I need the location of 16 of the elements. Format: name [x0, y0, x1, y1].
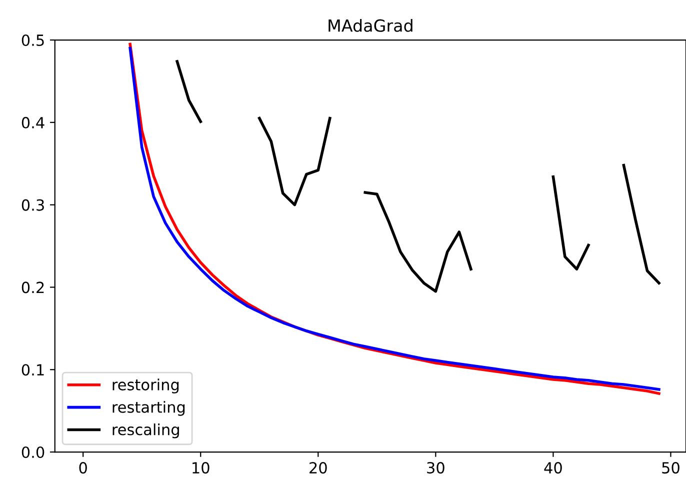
- x-tick-label: 0: [79, 462, 87, 474]
- y-tick-label: 0.2: [22, 282, 44, 294]
- y-tick-label: 0.5: [22, 34, 44, 46]
- legend-label: rescaling: [112, 423, 179, 438]
- legend-label: restoring: [112, 378, 179, 394]
- y-tick-label: 0.1: [22, 364, 44, 376]
- x-tick-label: 40: [544, 462, 562, 474]
- chart-title: MAdaGrad: [328, 19, 412, 32]
- x-tick-label: 20: [310, 462, 327, 474]
- y-tick-label: 0.4: [22, 116, 44, 128]
- legend-label: restarting: [112, 401, 185, 416]
- y-tick-label: 0.3: [22, 199, 44, 211]
- x-tick-label: 30: [427, 462, 444, 474]
- x-tick-label: 10: [192, 462, 210, 474]
- x-tick-label: 50: [662, 462, 680, 474]
- y-tick-label: 0.0: [22, 446, 44, 458]
